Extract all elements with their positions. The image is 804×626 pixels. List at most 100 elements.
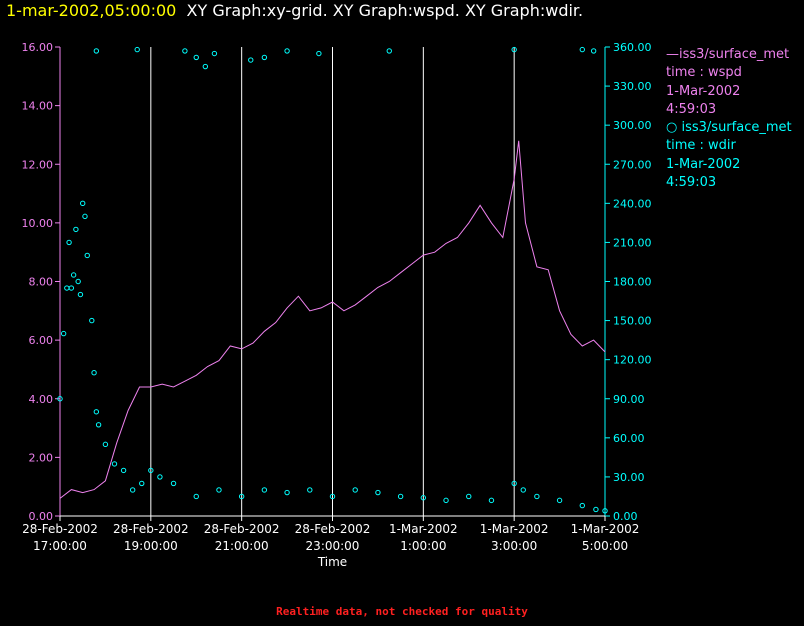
legend-wspd-time: 4:59:03 [666,101,717,117]
legend-wspd-var: time : wspd [666,65,742,81]
series-wdir-point [248,57,254,63]
legend-wdir-var: time : wdir [666,138,736,154]
x-axis-label: Time [317,555,347,569]
x-tick-date: 28-Feb-2002 [113,522,189,536]
series-wdir-point [148,467,154,474]
left-tick-label: 4.00 [29,393,54,406]
legend-wdir-date: 1-Mar-2002 [666,156,741,172]
quality-notice: Realtime data, not checked for quality [276,605,528,618]
series-wdir-point [420,495,427,501]
series-wdir-point [579,502,585,509]
series-wdir-point [375,489,381,496]
series-wdir-point [556,497,563,504]
legend-line-icon: — [666,47,679,62]
series-wdir-point [488,497,495,504]
series-wdir-point [211,50,218,57]
series-wdir-point [129,487,136,493]
series-wdir-point [73,226,79,233]
series-wdir-point [120,467,127,474]
right-tick-label: 300.00 [613,119,652,132]
series-wdir-point [307,487,313,493]
title-graphs: XY Graph:xy-grid. XY Graph:wspd. XY Grap… [186,1,584,20]
x-tick-time: 21:00:00 [215,539,269,553]
right-tick-label: 270.00 [613,158,652,171]
series-wdir-point [182,48,188,54]
series-wdir-point [329,493,336,500]
series-wdir-point [139,480,145,487]
left-tick-label: 12.00 [22,158,54,171]
x-tick-date: 1-Mar-2002 [389,522,458,536]
series-wspd-line [59,140,606,499]
x-tick-time: 23:00:00 [306,539,360,553]
x-tick-time: 19:00:00 [124,539,178,553]
series-wdir-point [134,46,140,53]
right-tick-label: 150.00 [613,315,652,328]
x-tick-date: 28-Feb-2002 [295,522,371,536]
series-wdir-point [534,493,540,500]
right-tick-label: 0.00 [613,510,638,523]
series-wdir-point [170,480,177,487]
series-wdir-point [60,330,67,337]
legend-wdir: ○ iss3/surface_met time : wdir 1-Mar-200… [666,119,792,192]
series-wdir-point [593,506,599,513]
right-tick-label: 360.00 [613,41,652,54]
right-tick-label: 60.00 [613,432,645,445]
series-wdir-point [520,487,526,493]
series-wdir-point [238,493,245,500]
graph-title: 1-mar-2002,05:00:00 XY Graph:xy-grid. XY… [6,1,583,20]
series-wdir-point [397,493,404,500]
series-wdir-point [602,508,608,514]
series-wdir-point [70,272,77,278]
series-wdir-point [511,480,517,487]
series-wdir-point [95,422,102,428]
left-tick-label: 16.00 [22,41,54,54]
series-wdir-point [193,54,199,61]
right-tick-label: 240.00 [613,197,652,210]
series-wdir-point [261,54,268,61]
legend-wdir-time: 4:59:03 [666,174,717,190]
left-tick-label: 2.00 [29,451,54,464]
series-wdir-point [386,48,392,54]
series-wdir-point [82,213,88,220]
legend-wspd-date: 1-Mar-2002 [666,83,741,99]
series-wdir-point [261,487,268,493]
series-wdir-point [193,493,199,500]
series-wdir-point [579,46,585,53]
legend-wdir-label: iss3/surface_met [681,120,792,135]
legend-circle-icon: ○ [666,120,682,135]
right-tick-label: 30.00 [613,471,645,484]
x-tick-date: 1-Mar-2002 [571,522,640,536]
series-wdir-point [466,493,472,500]
left-tick-label: 10.00 [22,217,54,230]
left-tick-label: 8.00 [29,276,54,289]
right-tick-label: 210.00 [613,236,652,249]
series-wdir-point [75,278,81,285]
series-wdir-point [316,50,322,57]
series-wdir-point [80,200,86,207]
series-wdir-point [157,474,163,480]
x-tick-time: 5:00:00 [582,539,628,553]
series-wdir-point [93,409,100,415]
series-wdir-point [68,285,75,291]
series-wdir-point [511,46,517,53]
series-wdir-point [284,489,290,496]
series-wdir-point [111,461,118,467]
series-wdir-point [64,285,70,291]
series-wdir-point [91,369,97,376]
right-tick-label: 120.00 [613,354,652,367]
series-wdir-point [202,63,209,70]
right-tick-label: 180.00 [613,276,652,289]
left-tick-label: 14.00 [22,100,54,113]
series-wdir-point [77,291,84,298]
title-date: 1-mar-2002,05:00:00 [6,1,177,20]
x-tick-time: 3:00:00 [491,539,537,553]
left-tick-label: 6.00 [29,334,54,347]
right-tick-label: 90.00 [613,393,645,406]
right-tick-label: 330.00 [613,80,652,93]
x-tick-time: 17:00:00 [33,539,87,553]
series-wdir-point [93,48,100,54]
legend-wspd-label: iss3/surface_met [679,47,790,62]
x-tick-date: 28-Feb-2002 [22,522,98,536]
series-wdir-point [216,487,222,493]
